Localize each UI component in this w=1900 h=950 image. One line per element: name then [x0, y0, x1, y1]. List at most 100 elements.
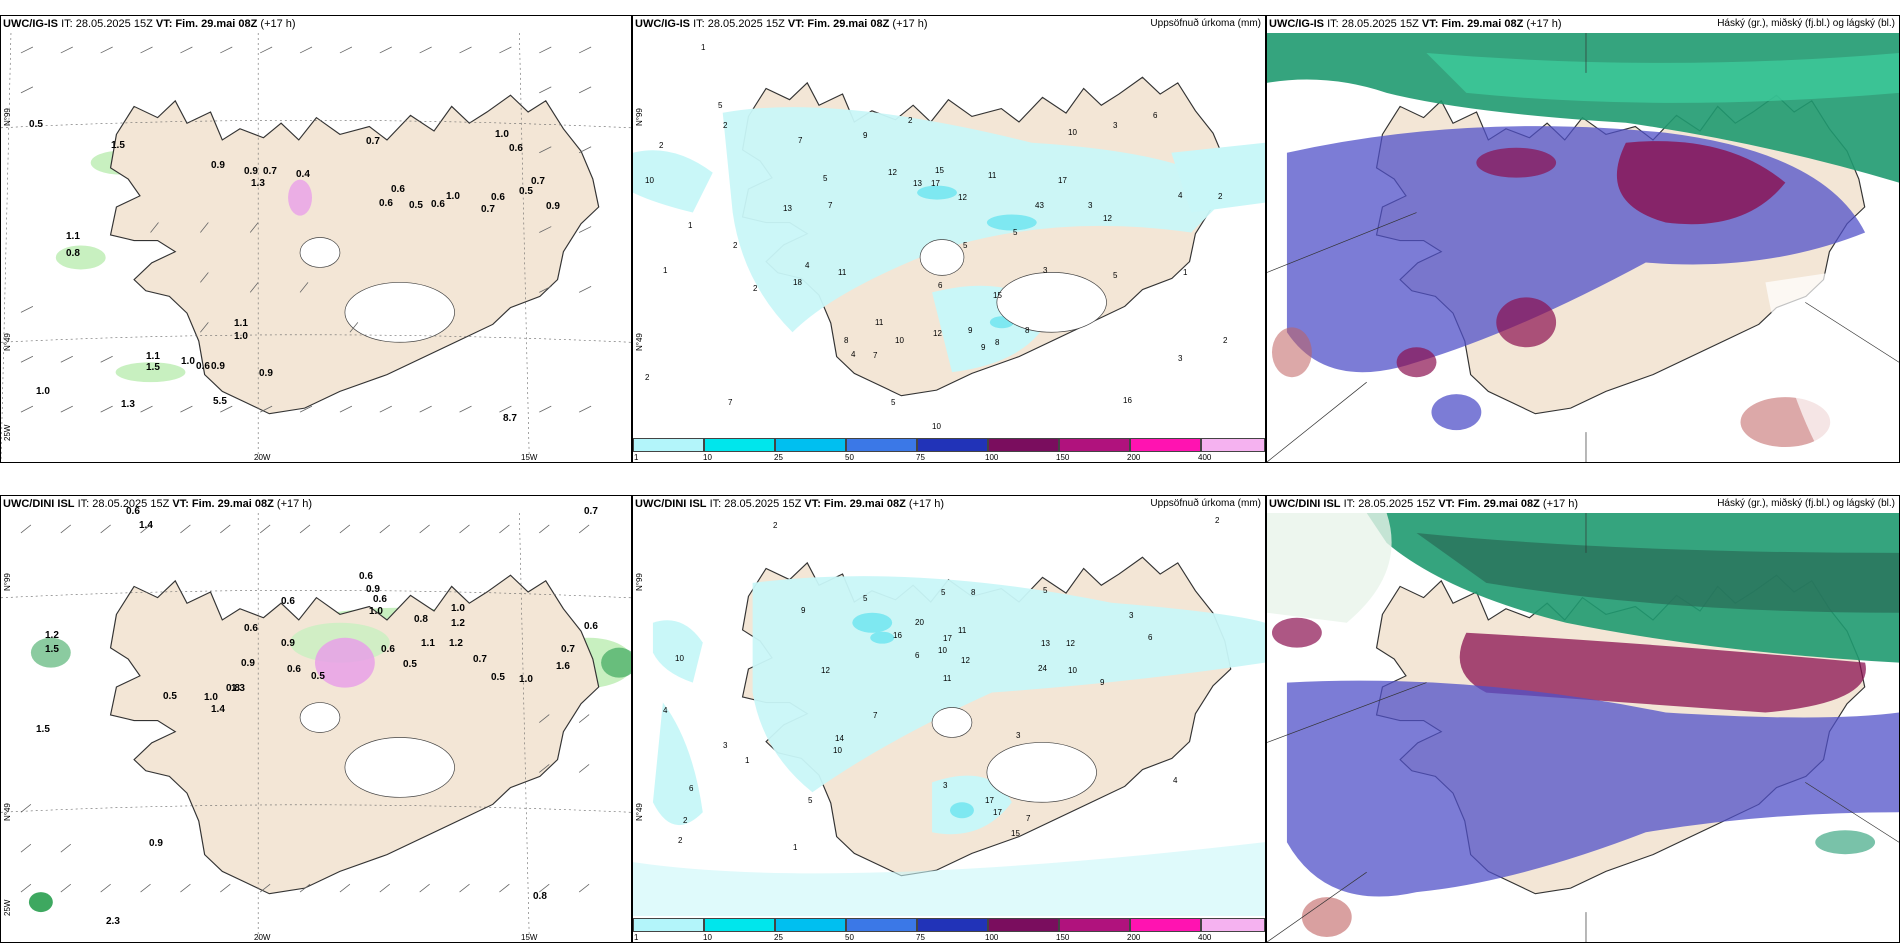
precip-color-legend: 1 10 25 50 75 100 150 200 400	[633, 916, 1265, 942]
value-label: 12	[933, 329, 942, 338]
value-label: 8.7	[503, 413, 517, 424]
value-label: 0.7	[531, 176, 545, 187]
value-label: 5	[1013, 228, 1018, 237]
panel-title: UWC/IG-IS IT: 28.05.2025 15Z VT: Fim. 29…	[1269, 18, 1562, 30]
value-label: 0.7	[561, 644, 575, 655]
value-label: 3	[1178, 354, 1183, 363]
legend-tick: 200	[1127, 453, 1141, 462]
value-label: 3	[1113, 121, 1118, 130]
value-label: 7	[873, 351, 878, 360]
value-label: 0.4	[296, 169, 310, 180]
map-area[interactable]	[633, 513, 1265, 916]
value-label: 0.9	[211, 160, 225, 171]
panel-title: UWC/IG-IS IT: 28.05.2025 15Z VT: Fim. 29…	[635, 18, 928, 30]
value-label: 5	[718, 101, 723, 110]
value-label: 2	[1215, 516, 1220, 525]
value-label: 0.6	[509, 143, 523, 154]
value-label: 1.0	[451, 603, 465, 614]
map-area[interactable]	[1267, 33, 1899, 462]
value-label: 7	[798, 136, 803, 145]
value-label: 0.6	[359, 571, 373, 582]
value-label: 1.1	[421, 638, 435, 649]
legend-tick: 25	[774, 453, 783, 462]
legend-swatch	[846, 918, 917, 932]
value-label: 7	[1026, 814, 1031, 823]
value-label: 10	[1068, 128, 1077, 137]
legend-swatch	[1130, 438, 1201, 452]
value-label: 1	[745, 756, 750, 765]
value-label: 9	[801, 606, 806, 615]
legend-tick: 50	[845, 453, 854, 462]
panel-subtitle: Háský (gr.), miðský (fj.bl.) og lágský (…	[1717, 498, 1895, 509]
value-label: 0.9	[211, 361, 225, 372]
value-label: 13	[1041, 639, 1050, 648]
value-label: 2	[678, 836, 683, 845]
legend-tick: 100	[985, 933, 999, 942]
map-area[interactable]	[633, 33, 1265, 436]
value-label: 7	[728, 398, 733, 407]
value-label: 2	[908, 116, 913, 125]
value-label: 6	[689, 784, 694, 793]
value-label: 3	[1043, 266, 1048, 275]
value-label: 0.9	[259, 368, 273, 379]
value-label: 10	[645, 176, 654, 185]
legend-swatch	[775, 918, 846, 932]
value-label: 5	[1113, 271, 1118, 280]
value-label: 0.6	[281, 596, 295, 607]
value-label: 6	[938, 281, 943, 290]
value-label: 0.9	[366, 584, 380, 595]
legend-tick: 200	[1127, 933, 1141, 942]
value-label: 8	[995, 338, 1000, 347]
value-label: 20	[915, 618, 924, 627]
value-label: 0.5	[409, 200, 423, 211]
value-label: 12	[958, 193, 967, 202]
value-label: 5.5	[213, 396, 227, 407]
value-label: 1	[1183, 268, 1188, 277]
value-label: 1.0	[36, 386, 50, 397]
value-label: 12	[961, 656, 970, 665]
legend-swatch	[704, 918, 775, 932]
map-panel-clouds-ig: UWC/IG-IS IT: 28.05.2025 15Z VT: Fim. 29…	[1266, 15, 1900, 463]
map-area[interactable]	[1, 33, 631, 462]
value-label: 10	[895, 336, 904, 345]
value-label: 7	[873, 711, 878, 720]
value-label: 12	[821, 666, 830, 675]
value-label: 0.6	[431, 199, 445, 210]
value-label: 1.3	[231, 683, 245, 694]
value-label: 0.9	[244, 166, 258, 177]
legend-tick: 150	[1056, 453, 1070, 462]
value-label: 17	[985, 796, 994, 805]
value-label: 17	[993, 808, 1002, 817]
value-label: 4	[851, 350, 856, 359]
value-label: 1	[793, 843, 798, 852]
legend-swatch	[1059, 438, 1130, 452]
value-label: 1.0	[446, 191, 460, 202]
value-label: 5	[963, 241, 968, 250]
value-label: 12	[1103, 214, 1112, 223]
panel-title: UWC/DINI ISL IT: 28.05.2025 15Z VT: Fim.…	[635, 498, 945, 510]
value-label: 3	[1016, 731, 1021, 740]
legend-swatch	[633, 918, 704, 932]
legend-tick: 75	[916, 453, 925, 462]
map-panel-accum-precip-dini: UWC/DINI ISL IT: 28.05.2025 15Z VT: Fim.…	[632, 495, 1266, 943]
legend-swatch	[633, 438, 704, 452]
value-label: 15	[1011, 829, 1020, 838]
value-label: 0.8	[533, 891, 547, 902]
value-label: 17	[1058, 176, 1067, 185]
value-label: 1.0	[369, 606, 383, 617]
value-label: 10	[675, 654, 684, 663]
legend-tick: 100	[985, 453, 999, 462]
map-area[interactable]	[1, 513, 631, 942]
map-panel-wind-precip-dini: UWC/DINI ISL IT: 28.05.2025 15Z VT: Fim.…	[0, 495, 632, 943]
value-label: 2	[773, 521, 778, 530]
value-label: 1.3	[251, 178, 265, 189]
value-label: 12	[888, 168, 897, 177]
map-area[interactable]	[1267, 513, 1899, 942]
value-label: 0.5	[403, 659, 417, 670]
value-label: 1.0	[181, 356, 195, 367]
value-label: 1.5	[111, 140, 125, 151]
panel-title: UWC/DINI ISL IT: 28.05.2025 15Z VT: Fim.…	[1269, 498, 1579, 510]
value-label: 3	[1129, 611, 1134, 620]
panel-subtitle: Uppsöfnuð úrkoma (mm)	[1150, 18, 1261, 29]
value-label: 5	[808, 796, 813, 805]
